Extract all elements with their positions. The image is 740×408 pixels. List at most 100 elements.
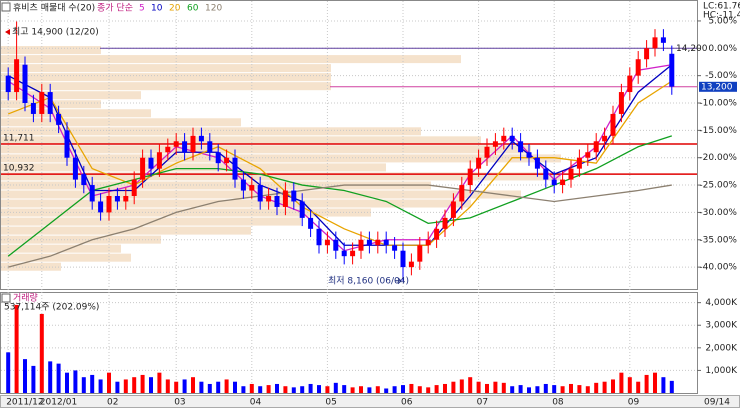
- y-tick-label: 0.00%: [708, 44, 737, 54]
- volume-bar: [644, 374, 649, 393]
- volume-profile-bar: [1, 127, 421, 136]
- volume-bar: [249, 383, 254, 393]
- volume-bar: [48, 361, 53, 393]
- last-date: 09/14: [704, 398, 730, 408]
- volume-bar: [14, 304, 19, 393]
- volume-bar: [443, 383, 447, 393]
- candle-body: [81, 174, 87, 186]
- volume-bar: [602, 381, 607, 393]
- candle-body: [618, 92, 624, 114]
- volume-bar: [233, 381, 237, 393]
- candle-body: [274, 196, 280, 207]
- volume-bar: [149, 377, 153, 393]
- volume-bar: [266, 385, 271, 393]
- volume-bar: [350, 387, 355, 393]
- candle-body: [459, 185, 465, 202]
- candle-body: [114, 196, 120, 202]
- volume-title: 거래량: [13, 292, 38, 304]
- volume-bar: [23, 359, 27, 393]
- y-tick-label: -40.00%: [699, 263, 737, 273]
- volume-profile-bar: [1, 73, 331, 82]
- x-tick-label: 04: [250, 398, 262, 408]
- volume-bar: [426, 387, 431, 393]
- volume-bar: [157, 372, 162, 393]
- legend-box: [1, 293, 11, 303]
- volume-bar: [191, 377, 195, 393]
- volume-bar: [31, 365, 36, 393]
- candle-body: [207, 141, 213, 153]
- candle-body: [669, 53, 675, 87]
- volume-bar: [132, 377, 137, 393]
- volume-bar: [459, 379, 464, 393]
- volume-bar: [258, 386, 263, 393]
- y-tick-label: -25.00%: [699, 181, 737, 191]
- candle-body: [593, 141, 599, 153]
- volume-bar: [359, 386, 363, 393]
- volume-bar: [216, 381, 221, 393]
- volume-profile-bar: [1, 181, 431, 190]
- candle-body: [644, 48, 650, 60]
- candle-body: [308, 217, 314, 229]
- y-tick-label: 3,000K: [705, 321, 738, 331]
- legend-item: 60: [187, 4, 199, 14]
- volume-bar: [518, 385, 523, 393]
- volume-bar: [98, 379, 103, 393]
- volume-bar: [434, 385, 439, 393]
- candle-body: [291, 190, 297, 202]
- candle-body: [375, 239, 381, 246]
- candle-body: [576, 157, 582, 169]
- candle-body: [215, 152, 221, 164]
- volume-bar: [174, 381, 179, 393]
- volume-bar: [451, 381, 456, 393]
- volume-profile-bar: [1, 253, 131, 262]
- candle-body: [585, 152, 591, 158]
- annotation: 최고 14,900 (12/20): [12, 27, 99, 38]
- volume-bar: [199, 381, 204, 393]
- candle-body: [22, 64, 28, 103]
- volume-bar: [535, 386, 540, 393]
- candle-body: [148, 157, 154, 169]
- volume-bar: [367, 387, 372, 393]
- volume-bar: [342, 385, 347, 393]
- volume-bar: [317, 385, 321, 393]
- volume-bar: [669, 380, 674, 393]
- volume-bar: [325, 386, 330, 393]
- candle-body: [417, 245, 423, 262]
- x-tick-label: 07: [477, 398, 488, 408]
- y-tick-label: 4,000K: [705, 298, 738, 308]
- candle-body: [501, 135, 507, 142]
- candle-body: [392, 245, 398, 251]
- candle-body: [610, 113, 616, 136]
- candle-body: [627, 75, 633, 93]
- volume-bar: [619, 372, 624, 393]
- volume-bar: [485, 383, 489, 393]
- volume-bar: [661, 377, 666, 393]
- volume-bar: [417, 386, 422, 393]
- volume-profile-bar: [1, 55, 461, 64]
- candle-body: [526, 152, 532, 158]
- volume-bar: [627, 377, 632, 393]
- candle-body: [173, 141, 179, 147]
- volume-bar: [291, 387, 296, 393]
- candle-body: [366, 239, 372, 246]
- volume-bar: [283, 386, 288, 393]
- candle-body: [551, 179, 557, 186]
- candle-body: [106, 196, 112, 213]
- volume-bar: [6, 352, 11, 393]
- volume-profile-bar: [1, 136, 481, 145]
- candle-body: [156, 152, 162, 169]
- candle-body: [123, 196, 129, 202]
- volume-bar: [569, 383, 573, 393]
- volume-bar: [300, 386, 305, 393]
- candle-body: [333, 239, 339, 251]
- candle-body: [47, 92, 53, 114]
- candle-body: [165, 146, 171, 153]
- volume-bar: [275, 383, 279, 393]
- volume-bar: [56, 363, 61, 393]
- corner-label: HC:-11.41: [703, 11, 740, 21]
- y-tick-label: -10.00%: [699, 99, 737, 109]
- volume-profile-bar: [1, 64, 331, 73]
- candle-body: [509, 135, 515, 142]
